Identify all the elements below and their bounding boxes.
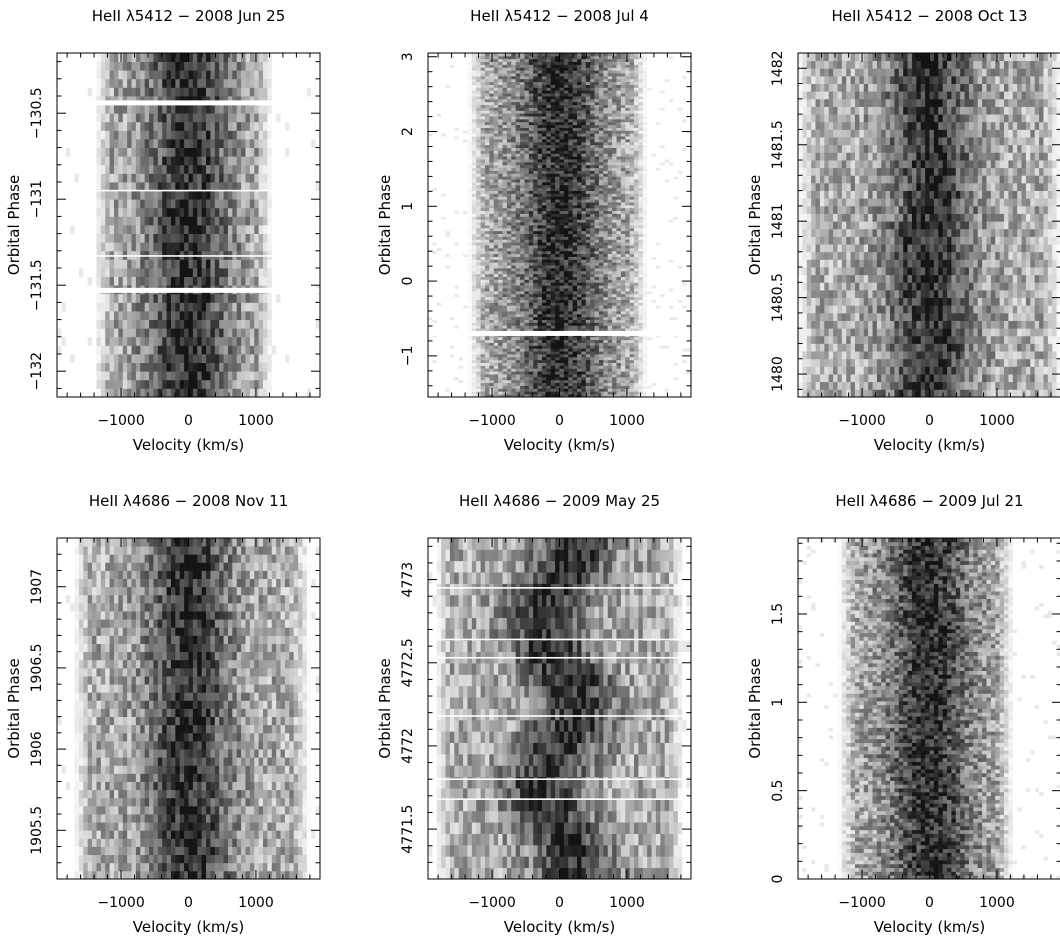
y-tick-label: 1.5 bbox=[770, 603, 786, 625]
y-tick-label: 1905.5 bbox=[29, 806, 45, 855]
phase-gap bbox=[57, 288, 320, 293]
y-axis-label: Orbital Phase bbox=[5, 658, 23, 758]
y-tick-label: 3 bbox=[400, 52, 416, 61]
y-tick-label: 1481.5 bbox=[770, 120, 786, 169]
y-tick-label: 1 bbox=[770, 698, 786, 707]
chart-title: HeII λ5412 − 2008 Jun 25 bbox=[92, 7, 286, 25]
y-axis-label: Orbital Phase bbox=[746, 658, 764, 758]
phase-gap bbox=[94, 255, 273, 257]
x-axis-label: Velocity (km/s) bbox=[504, 436, 615, 454]
x-tick-label: 0 bbox=[925, 895, 934, 911]
y-tick-label: 4773 bbox=[400, 562, 416, 598]
phase-gap bbox=[57, 100, 320, 105]
y-tick-label: −131 bbox=[29, 180, 45, 218]
x-tick-label: −1000 bbox=[97, 413, 144, 429]
phase-gap bbox=[435, 715, 685, 717]
x-axis-label: Velocity (km/s) bbox=[874, 918, 985, 936]
x-tick-label: −1000 bbox=[468, 413, 515, 429]
x-tick-label: 1000 bbox=[238, 895, 274, 911]
y-tick-label: 1480 bbox=[770, 356, 786, 392]
panel-2: −1000 0 1000 −1 0 1 2 3 HeII λ5412 − 2008 Jul 4 V… bbox=[376, 7, 691, 454]
x-tick-label: 1000 bbox=[979, 413, 1015, 429]
y-tick-label: 1481 bbox=[770, 203, 786, 239]
panel-3: −1000 0 1000 1480 1480.5 1481 1481.5 1482 HeII λ… bbox=[746, 7, 1060, 454]
x-axis-label: Velocity (km/s) bbox=[133, 436, 244, 454]
x-tick-label: 0 bbox=[184, 895, 193, 911]
x-tick-label: −1000 bbox=[838, 413, 885, 429]
x-tick-label: −1000 bbox=[97, 895, 144, 911]
phase-gap bbox=[435, 798, 685, 800]
x-tick-label: −1000 bbox=[468, 895, 515, 911]
y-tick-label: 0 bbox=[400, 277, 416, 286]
x-tick-label: −1000 bbox=[838, 895, 885, 911]
x-tick-label: 0 bbox=[925, 413, 934, 429]
y-tick-label: 2 bbox=[400, 127, 416, 136]
trailed-spectrum-image bbox=[798, 538, 1060, 879]
x-axis-label: Velocity (km/s) bbox=[133, 918, 244, 936]
panel-5: −1000 0 1000 4771.5 4772 4772.5 4773 HeII λ4686… bbox=[376, 492, 691, 936]
x-axis-label: Velocity (km/s) bbox=[874, 436, 985, 454]
chart-title: HeII λ4686 − 2009 May 25 bbox=[459, 492, 660, 510]
chart-title: HeII λ4686 − 2008 Nov 11 bbox=[89, 492, 288, 510]
trailed-spectrum-image bbox=[57, 538, 320, 879]
y-tick-label: −130.5 bbox=[29, 87, 45, 139]
y-axis-label: Orbital Phase bbox=[746, 175, 764, 275]
phase-gap bbox=[435, 657, 685, 659]
x-tick-label: 1000 bbox=[609, 895, 645, 911]
y-tick-label: 1907 bbox=[29, 569, 45, 605]
trailed-spectrum-image bbox=[798, 53, 1060, 397]
x-tick-label: 1000 bbox=[609, 413, 645, 429]
x-tick-label: 1000 bbox=[238, 413, 274, 429]
trailed-spectrum-image bbox=[57, 53, 320, 397]
x-axis-label: Velocity (km/s) bbox=[504, 918, 615, 936]
x-tick-label: 1000 bbox=[979, 895, 1015, 911]
y-axis-label: Orbital Phase bbox=[376, 175, 394, 275]
y-tick-label: 0 bbox=[770, 875, 786, 884]
chart-title: HeII λ4686 − 2009 Jul 21 bbox=[835, 492, 1023, 510]
x-tick-label: 0 bbox=[555, 413, 564, 429]
y-axis-label: Orbital Phase bbox=[5, 175, 23, 275]
phase-gap bbox=[435, 778, 685, 780]
x-tick-label: 0 bbox=[555, 895, 564, 911]
phase-gap bbox=[435, 639, 685, 641]
chart-title: HeII λ5412 − 2008 Jul 4 bbox=[470, 7, 649, 25]
y-tick-label: 1482 bbox=[770, 50, 786, 86]
y-tick-label: 4771.5 bbox=[400, 805, 416, 854]
panel-4: −1000 0 1000 1905.5 1906 1906.5 1907 HeII λ4686… bbox=[5, 492, 320, 936]
y-tick-label: 1480.5 bbox=[770, 273, 786, 322]
phase-gap bbox=[435, 587, 685, 589]
panel-6: −1000 0 1000 0 0.5 1 1.5 HeII λ4686 − 2009 Jul … bbox=[746, 492, 1060, 936]
y-axis-label: Orbital Phase bbox=[376, 658, 394, 758]
chart-title: HeII λ5412 − 2008 Oct 13 bbox=[831, 7, 1027, 25]
y-tick-label: 4772 bbox=[400, 728, 416, 764]
y-tick-label: 1906 bbox=[29, 731, 45, 767]
phase-gap bbox=[94, 190, 273, 192]
y-tick-label: −1 bbox=[400, 346, 416, 367]
y-tick-label: −132 bbox=[29, 352, 45, 390]
phase-gap bbox=[428, 331, 691, 336]
y-tick-label: 0.5 bbox=[770, 780, 786, 802]
x-tick-label: 0 bbox=[184, 413, 193, 429]
y-tick-label: 4772.5 bbox=[400, 638, 416, 687]
y-tick-label: −131.5 bbox=[29, 259, 45, 311]
y-tick-label: 1 bbox=[400, 202, 416, 211]
panel-1: −1000 0 1000 −132 −131.5 −131 −130.5 HeII λ5412… bbox=[5, 7, 320, 454]
y-tick-label: 1906.5 bbox=[29, 643, 45, 692]
trailed-spectrum-image bbox=[428, 538, 691, 879]
trailed-spectrum-image bbox=[428, 53, 691, 397]
